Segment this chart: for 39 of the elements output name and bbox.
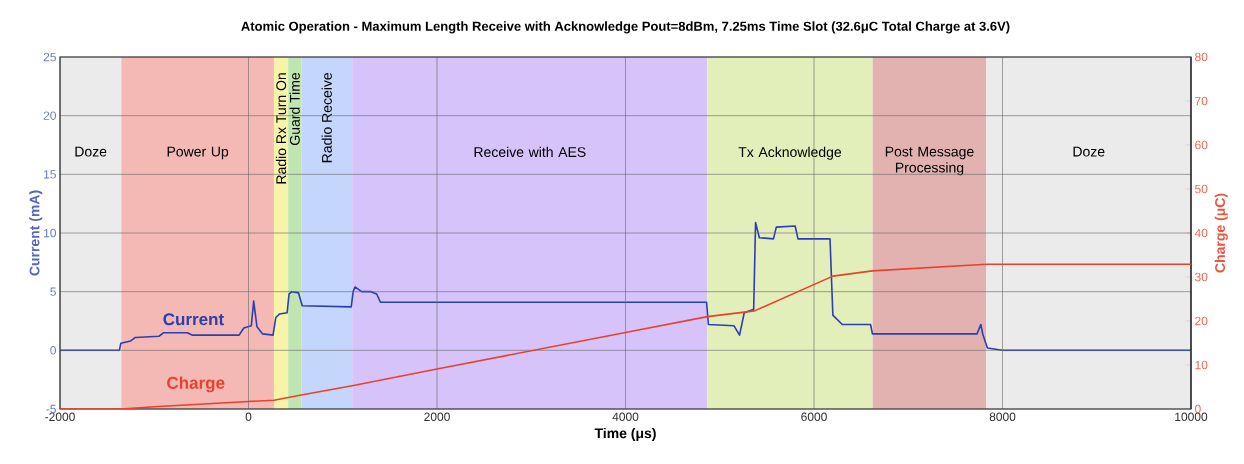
y-tick-label: 5 [50, 287, 56, 296]
series-label: Current [163, 313, 224, 326]
y2-tick-label: 0 [1195, 404, 1201, 414]
y-tick-label: 20 [43, 111, 57, 120]
y-tick-label: -5 [46, 404, 56, 414]
band-label: Receive with AES [474, 146, 586, 158]
y-tick-label: 10 [44, 228, 57, 238]
y2-tick-label: 50 [1195, 184, 1208, 194]
y-tick-label: 25 [43, 52, 56, 62]
y2-tick-label: 80 [1195, 52, 1208, 62]
band-label: Radio Receive [321, 72, 332, 163]
band-label: Post Message Processing [885, 146, 974, 176]
y2-axis-title: Charge (μC) [1214, 193, 1228, 273]
band-label: Tx Acknowledge [738, 146, 842, 160]
y-tick-label: 0 [50, 346, 57, 355]
y-tick-label: 15 [44, 170, 56, 179]
x-tick-label: 0 [245, 412, 252, 422]
band-label: Power Up [167, 146, 229, 160]
x-tick-label: -2000 [45, 412, 75, 422]
band-label: Radio Rx Turn On [275, 73, 287, 184]
band-label: Doze [75, 146, 107, 157]
x-tick-label: 8000 [989, 412, 1016, 422]
x-tick-label: 10000 [1175, 412, 1208, 422]
band-label: Guard Time [289, 72, 300, 145]
y2-tick-label: 30 [1194, 272, 1208, 282]
band-label: Doze [1073, 146, 1105, 157]
x-axis-title: Time (μs) [594, 427, 656, 441]
y2-tick-label: 60 [1195, 140, 1208, 150]
y2-tick-label: 70 [1195, 96, 1208, 106]
x-tick-label: 4000 [612, 412, 639, 422]
line-series [60, 263, 1191, 409]
y2-tick-label: 20 [1195, 316, 1208, 326]
chart-title: Atomic Operation - Maximum Length Receive with Acknowledge Pout=8dBm, 7.25ms Time Slot (32.6μC Total Charge at 3.6V) [241, 21, 1010, 34]
y2-tick-label: 40 [1194, 228, 1208, 238]
x-tick-label: 6000 [801, 412, 827, 422]
y-axis-title: Current (mA) [29, 190, 43, 276]
y2-tick-label: 10 [1195, 360, 1208, 370]
x-tick-label: 2000 [424, 412, 450, 422]
series-label: Charge [167, 376, 225, 393]
